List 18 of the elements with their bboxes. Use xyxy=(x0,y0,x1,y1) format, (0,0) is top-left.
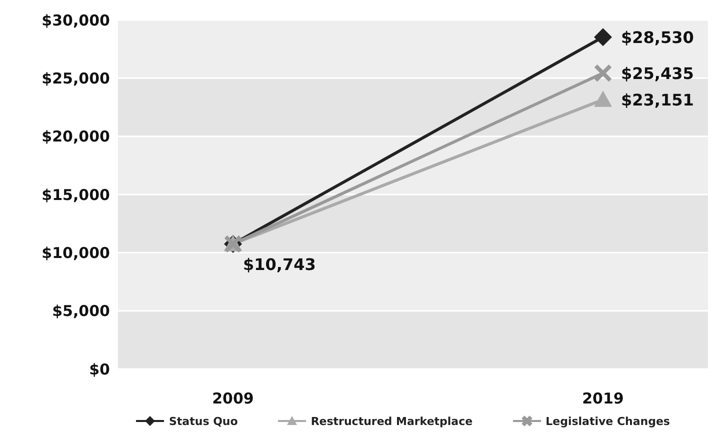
y-tick-label: $25,000 xyxy=(42,69,110,88)
data-label: $28,530 xyxy=(621,28,694,48)
y-tick-label: $20,000 xyxy=(42,128,110,146)
data-label: $10,743 xyxy=(243,255,316,274)
data-label: $23,151 xyxy=(621,90,694,110)
x-tick-label: 2019 xyxy=(582,390,624,408)
point xyxy=(594,64,612,82)
point xyxy=(594,28,612,46)
data-label: $25,435 xyxy=(621,64,694,84)
y-tick-label: $15,000 xyxy=(42,186,110,204)
y-tick-label: $5,000 xyxy=(52,302,110,320)
legend-label: Legislative Changes xyxy=(544,414,670,428)
legend-label: Status Quo xyxy=(168,414,238,428)
y-tick-label: $10,000 xyxy=(42,244,110,262)
x-tick-label: 2009 xyxy=(212,390,254,408)
y-tick-label: $0 xyxy=(89,360,110,378)
legend-label: Restructured Marketplace xyxy=(310,414,473,428)
y-tick-label: $30,000 xyxy=(42,11,110,30)
